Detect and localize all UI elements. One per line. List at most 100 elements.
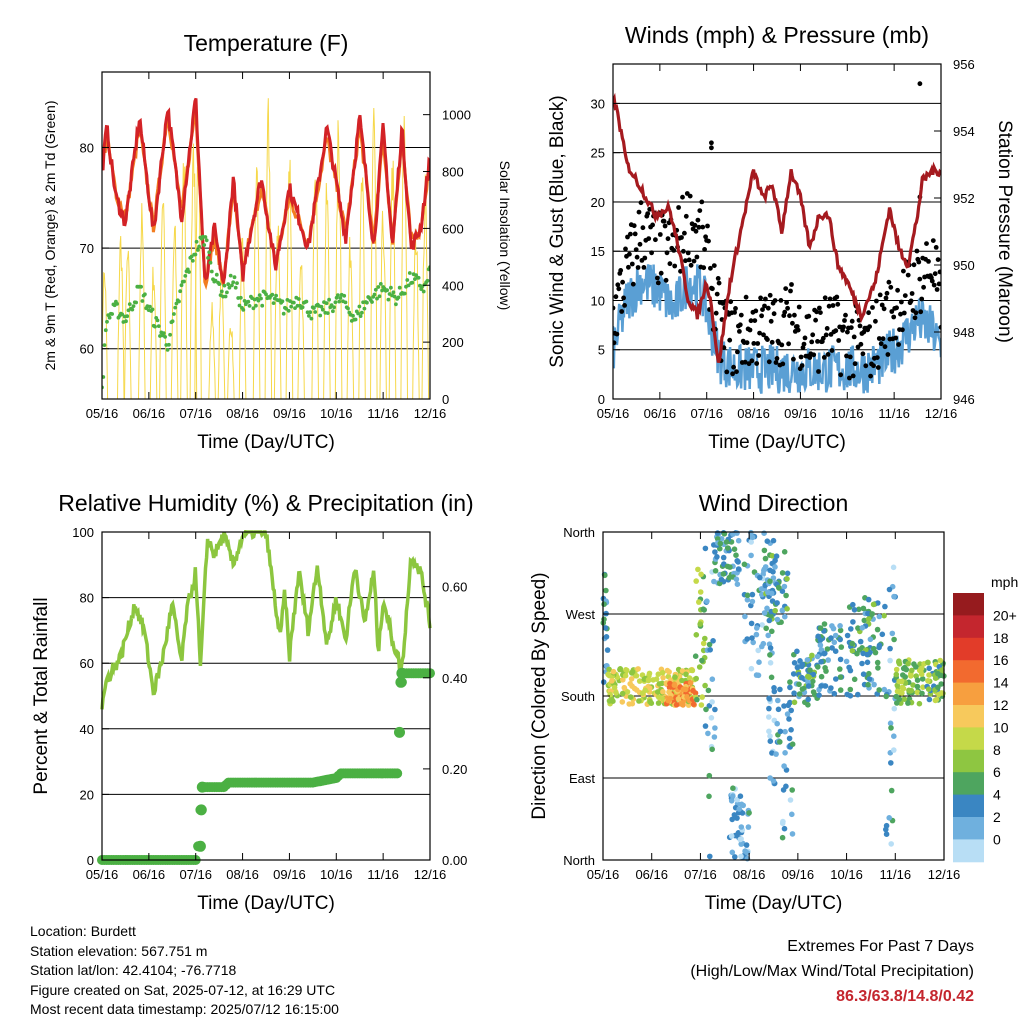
x-tick-label: 12/16: [925, 406, 958, 421]
direction-point: [695, 566, 701, 573]
gust-point: [826, 303, 832, 309]
direction-point: [860, 671, 867, 677]
dewpoint-point: [360, 310, 364, 315]
gust-point: [702, 247, 707, 252]
direction-point: [767, 660, 774, 666]
x-tick-label: 11/16: [879, 867, 911, 882]
gust-point: [858, 341, 864, 347]
dewpoint-point: [351, 313, 355, 318]
colorbar-swatch: [953, 817, 984, 840]
direction-point: [738, 824, 745, 830]
gust-point: [823, 332, 829, 338]
direction-point: [926, 696, 933, 703]
gust-point: [706, 238, 711, 244]
gust-point: [798, 354, 804, 360]
gust-point: [905, 272, 911, 278]
direction-point: [818, 683, 824, 689]
direction-point: [874, 626, 881, 633]
y-tick-label: South: [561, 689, 595, 704]
direction-point: [655, 671, 662, 677]
direction-point: [617, 666, 623, 673]
solar-peak: [346, 236, 355, 399]
dewpoint-point: [190, 258, 195, 263]
dewpoint-point: [179, 283, 184, 288]
dewpoint-point: [304, 299, 309, 304]
plot-area: [102, 97, 430, 399]
direction-point: [666, 689, 672, 695]
direction-point: [828, 635, 834, 641]
dewpoint-point: [139, 284, 144, 289]
x-tick-label: 12/16: [414, 406, 447, 421]
direction-point: [624, 689, 631, 695]
direction-point: [789, 811, 795, 818]
y-right-tick-label: 952: [953, 191, 975, 206]
y-right-tick-label: 946: [953, 392, 975, 407]
gust-point: [769, 339, 775, 345]
direction-point: [860, 650, 866, 657]
series-pressure: [613, 92, 941, 364]
direction-point: [610, 668, 617, 675]
panel-winds: 05/16 06/16 07/16 08/16 09/16 10/16 11/16 12/16…: [547, 22, 1015, 453]
solar-peak: [412, 228, 420, 399]
series-2m-temp: [102, 97, 430, 286]
y-right-tick-label: 0.20: [442, 762, 467, 777]
direction-point: [824, 646, 831, 652]
direction-point: [735, 537, 742, 544]
gust-point: [789, 282, 794, 287]
direction-point: [939, 667, 945, 673]
direction-point: [659, 669, 666, 676]
extremes-values: 86.3/63.8/14.8/0.42: [836, 988, 974, 1005]
direction-point: [660, 674, 666, 681]
direction-point: [886, 815, 892, 821]
direction-point: [859, 625, 866, 631]
direction-point: [781, 703, 787, 709]
y-tick-label: 20: [80, 787, 94, 802]
direction-point: [767, 738, 774, 744]
direction-point: [769, 553, 776, 559]
y-tick-label: 10: [591, 293, 605, 308]
solar-peak: [189, 143, 198, 399]
dewpoint-point: [130, 307, 135, 312]
direction-point: [712, 549, 718, 555]
gust-point: [935, 257, 941, 262]
direction-point: [764, 538, 771, 544]
y-tick-label: 70: [80, 241, 94, 256]
dewpoint-point: [416, 275, 421, 280]
colorbar-label: 6: [993, 764, 1001, 780]
direction-point: [788, 727, 794, 733]
direction-point: [720, 554, 727, 561]
dewpoint-point: [219, 289, 224, 294]
gust-point: [889, 309, 895, 314]
direction-point: [879, 631, 886, 638]
direction-point: [893, 693, 900, 700]
direction-point: [767, 578, 773, 585]
direction-point: [698, 702, 705, 708]
direction-point: [686, 675, 693, 681]
gust-point: [885, 352, 891, 357]
dewpoint-point: [230, 283, 234, 288]
direction-point: [810, 678, 816, 685]
direction-point: [794, 648, 800, 655]
direction-point: [788, 707, 794, 714]
direction-point: [850, 619, 856, 625]
direction-point: [779, 588, 786, 594]
gust-point: [810, 332, 816, 338]
dewpoint-point: [373, 287, 378, 292]
direction-point: [769, 628, 775, 635]
direction-point: [706, 793, 712, 800]
gust-point: [801, 341, 807, 347]
direction-point: [900, 685, 907, 692]
direction-point: [675, 696, 682, 702]
direction-point: [891, 733, 897, 739]
direction-point: [724, 545, 731, 551]
dewpoint-point: [378, 282, 383, 286]
dewpoint-point: [222, 283, 227, 288]
gust-point: [914, 248, 920, 254]
direction-point: [731, 812, 738, 818]
direction-point: [806, 674, 812, 680]
gust-point: [763, 296, 768, 302]
dewpoint-point: [120, 312, 125, 317]
direction-point: [891, 636, 897, 643]
direction-point: [710, 638, 716, 644]
gust-point: [874, 355, 880, 360]
